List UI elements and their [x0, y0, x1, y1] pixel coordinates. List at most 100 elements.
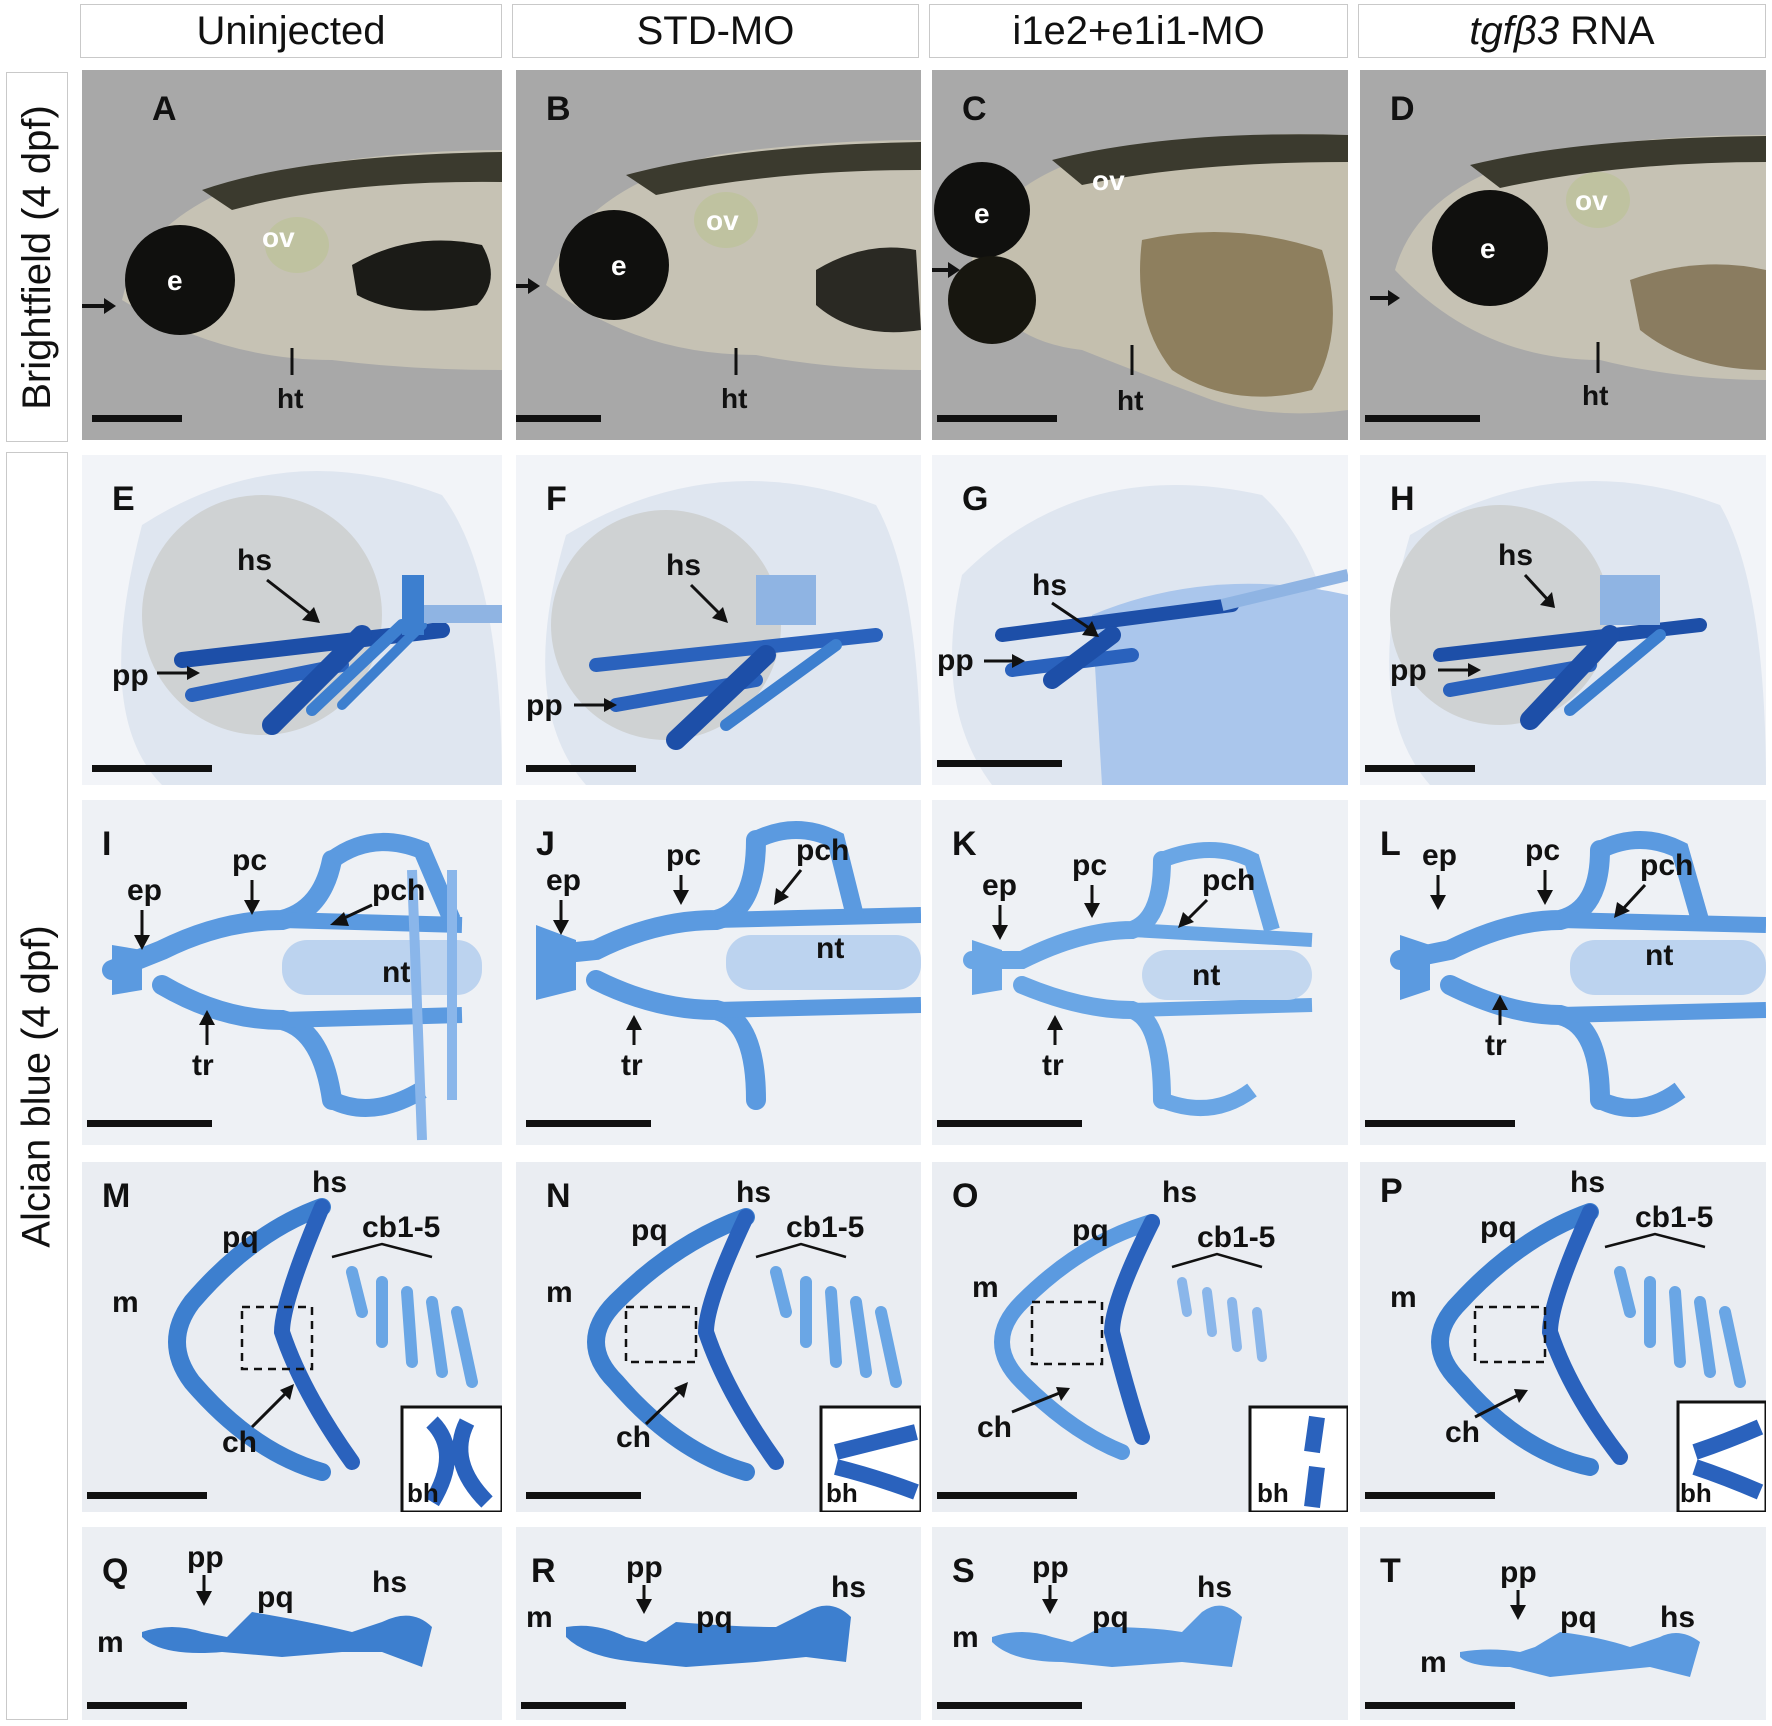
scale-bar: [937, 1492, 1077, 1499]
panel-f-image: F hs pp: [516, 455, 921, 785]
column-header-text: STD-MO: [636, 8, 795, 53]
panel-l-image: L ep pc pch nt tr: [1360, 800, 1766, 1145]
panel-q-image: Q pp pq m hs: [82, 1527, 502, 1720]
panel-a-image: A e ov ht: [82, 70, 502, 440]
arrow-icon: [1011, 1390, 1063, 1414]
panel-h-image: H hs pp: [1360, 455, 1766, 785]
label-hyosymplectic: hs: [1498, 539, 1533, 572]
panel-l: L ep pc pch nt tr: [1360, 800, 1766, 1145]
arrow-head-icon: [1468, 663, 1481, 677]
panel-f: F hs pp: [516, 455, 921, 785]
arrow-head-icon: [604, 698, 617, 712]
label-pterygoid-process: pp: [112, 659, 149, 692]
arrow-icon: [250, 1390, 289, 1429]
arrow-head-icon: [553, 920, 569, 935]
label-hyosymplectic: hs: [1197, 1571, 1232, 1604]
label-hyosymplectic: hs: [1570, 1166, 1605, 1199]
scale-bar: [937, 415, 1057, 422]
panel-letter: P: [1380, 1172, 1403, 1210]
panel-letter: D: [1390, 90, 1415, 128]
scale-bar: [87, 1702, 187, 1709]
panel-d: D e ov ht: [1360, 70, 1766, 440]
arrow-head-icon: [1047, 1015, 1063, 1030]
label-meckels: m: [1390, 1281, 1417, 1314]
arrow-head-icon: [1492, 995, 1508, 1010]
panel-letter: E: [112, 480, 135, 518]
arrow-head-icon: [1614, 902, 1630, 918]
panel-r-image: R pp pq m hs: [516, 1527, 921, 1720]
panel-letter: S: [952, 1552, 975, 1590]
panel-d-image: D e ov ht: [1360, 70, 1766, 440]
panel-letter: F: [546, 480, 567, 518]
inset-region-box: [1473, 1305, 1547, 1364]
panel-c: C e ov ht: [932, 70, 1348, 440]
label-palatoquadrate: pq: [1092, 1601, 1129, 1634]
label-heart: ht: [721, 383, 747, 414]
panel-e-image: E hs pp: [82, 455, 502, 785]
column-header-std-mo: STD-MO: [512, 4, 919, 58]
panel-c-image: C e ov ht: [932, 70, 1348, 440]
label-ceratobranchials: cb1-5: [362, 1211, 440, 1244]
label-basihyal: bh: [1257, 1478, 1289, 1508]
arrow-head-icon: [187, 666, 200, 680]
panel-j-image: J ep pc pch nt tr: [516, 800, 921, 1145]
label-ceratohyal: ch: [1445, 1416, 1480, 1449]
scale-bar: [87, 1492, 207, 1499]
label-hyosymplectic: hs: [1032, 569, 1067, 602]
arrow-head-icon: [774, 888, 789, 905]
label-basihyal: bh: [1680, 1478, 1712, 1508]
inset-box: [1248, 1405, 1348, 1512]
label-meckels: m: [526, 1601, 553, 1634]
label-ceratobranchials: cb1-5: [1197, 1221, 1275, 1254]
panel-p-image: P hs pq m cb1-5 ch bh: [1360, 1162, 1766, 1512]
label-pch: pch: [1202, 864, 1255, 897]
panel-o-image: O hs pq m cb1-5 ch bh: [932, 1162, 1348, 1512]
panel-b: B e ov ht: [516, 70, 921, 440]
scale-bar: [1365, 1702, 1515, 1709]
scale-bar: [526, 765, 636, 772]
label-ethmoid-plate: ep: [982, 869, 1017, 902]
label-meckels: m: [1420, 1646, 1447, 1679]
label-notochord: nt: [382, 956, 410, 989]
label-hyosymplectic: hs: [237, 544, 272, 577]
scale-bar: [937, 1120, 1082, 1127]
row-label-text: Brightfield (4 dpf): [14, 104, 59, 410]
label-otic-vesicle: ov: [706, 205, 739, 236]
label-hyosymplectic: hs: [736, 1176, 771, 1209]
label-eye: e: [167, 265, 183, 296]
panel-letter: Q: [102, 1552, 128, 1590]
panel-m-image: M hs pq m cb1-5 ch bh: [82, 1162, 502, 1512]
panel-b-image: B e ov ht: [516, 70, 921, 440]
panel-s: S pp pq m hs: [932, 1527, 1348, 1720]
label-palatoquadrate: pq: [1072, 1214, 1109, 1247]
inset-box: [819, 1405, 921, 1512]
scale-bar: [1365, 1492, 1495, 1499]
scale-bar: [1365, 415, 1480, 422]
arrow-head-icon: [104, 298, 116, 314]
label-palatoquadrate: pq: [257, 1581, 294, 1614]
label-basihyal: bh: [826, 1478, 858, 1508]
scale-bar: [92, 415, 182, 422]
label-meckels: m: [546, 1276, 573, 1309]
label-pterygoid-process: pp: [1032, 1551, 1069, 1584]
arrow-head-icon: [302, 607, 320, 623]
label-pterygoid-process: pp: [937, 644, 974, 677]
scale-bar: [937, 760, 1062, 767]
arrow-icon: [689, 583, 723, 617]
label-eye: e: [611, 250, 627, 281]
arrow-icon: [1185, 898, 1209, 922]
label-palatoquadrate: pq: [1480, 1211, 1517, 1244]
arrow-icon: [266, 578, 313, 617]
label-otic-vesicle: ov: [1575, 185, 1608, 216]
bracket-line: [331, 1242, 433, 1259]
label-basihyal: bh: [407, 1478, 439, 1508]
arrow-head-icon: [1084, 903, 1100, 918]
panel-p: P hs pq m cb1-5 ch bh: [1360, 1162, 1766, 1512]
label-ethmoid-plate: ep: [127, 874, 162, 907]
scale-bar: [1365, 1120, 1515, 1127]
label-parachordal: pc: [666, 839, 701, 872]
column-header-text: Uninjected: [196, 8, 386, 53]
label-ceratohyal: ch: [616, 1421, 651, 1454]
panel-letter: G: [962, 480, 988, 518]
arrow-head-icon: [1537, 890, 1553, 905]
